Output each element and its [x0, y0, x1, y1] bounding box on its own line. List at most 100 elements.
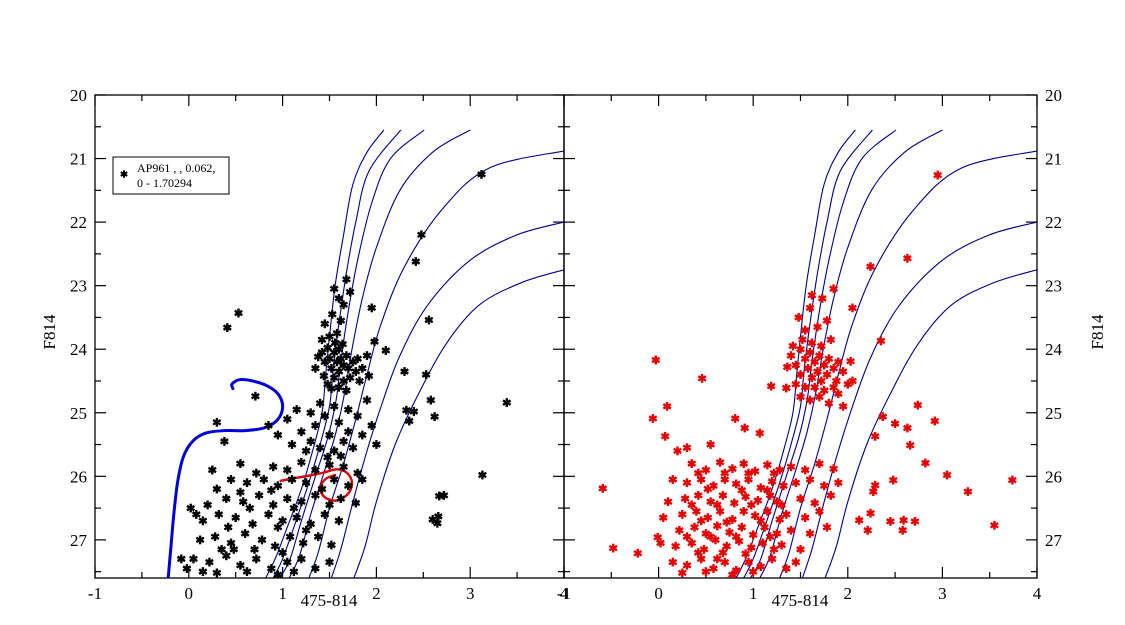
scatter-point [222, 322, 233, 334]
scatter-point [333, 365, 344, 378]
scatter-point [343, 426, 354, 438]
scatter-point [658, 511, 669, 524]
scatter-point [677, 508, 688, 521]
scatter-point [305, 407, 316, 419]
scatter-point [897, 524, 908, 536]
axis-ticks [563, 94, 1038, 578]
scatter-point [821, 521, 833, 533]
scatter-point [195, 534, 206, 546]
scatter-point [731, 478, 742, 490]
scatter-point [755, 482, 766, 494]
scatter-point [341, 384, 352, 397]
scatter-point [800, 464, 811, 476]
scatter-point [288, 502, 299, 514]
isochrone-curve [279, 129, 425, 578]
scatter-point [821, 369, 833, 381]
scatter-point [800, 511, 811, 524]
scatter-point [296, 456, 307, 468]
scatter-point [185, 502, 196, 514]
scatter-point [691, 505, 702, 517]
scatter-point [235, 458, 246, 470]
scatter-point [597, 482, 608, 494]
y-tick-label: 22 [1045, 213, 1062, 232]
scatter-point [712, 553, 723, 565]
scatter-point [667, 473, 678, 486]
y-tick-label: 22 [70, 213, 87, 232]
left-yaxis-label: F814 [40, 314, 59, 349]
legend-line1: AP961 , , 0.062, [137, 161, 215, 175]
scatter-point [819, 384, 830, 397]
scatter-point [477, 469, 488, 481]
scatter-point [862, 524, 873, 536]
scatter-point [774, 513, 785, 526]
scatter-point [766, 380, 777, 392]
scatter-point [268, 499, 279, 511]
scatter-point [333, 515, 344, 527]
scatter-point [429, 411, 440, 423]
scatter-point [258, 473, 269, 486]
scatter-point [800, 353, 811, 365]
scatter-point [213, 508, 224, 521]
scatter-point [870, 430, 881, 442]
scatter-point [347, 442, 359, 454]
scatter-point [717, 489, 728, 501]
scatter-point [708, 480, 719, 492]
scatter-point [319, 318, 330, 330]
scatter-point [225, 473, 237, 486]
scatter-point [804, 527, 816, 540]
scatter-point [833, 388, 844, 400]
scatter-point [315, 442, 326, 454]
scatter-point [795, 391, 806, 403]
scatter-point [719, 473, 730, 486]
scatter-point [778, 480, 789, 492]
scatter-point [338, 435, 349, 447]
y-tick-label: 20 [70, 86, 87, 105]
scatter-point [335, 450, 346, 462]
scatter-point [739, 422, 750, 434]
scatter-point [708, 562, 719, 575]
scatter-point [235, 559, 246, 571]
scatter-point [762, 459, 773, 471]
scatter-point [277, 515, 288, 527]
scatter-point [785, 350, 797, 362]
scatter-point [247, 518, 258, 530]
scatter-point [221, 550, 232, 562]
scatter-point [341, 350, 352, 362]
scatter-point [324, 499, 335, 511]
scatter-point [282, 493, 293, 505]
y-tick-label: 27 [70, 531, 88, 550]
scatter-point [270, 540, 281, 552]
y-tick-label: 25 [1045, 404, 1062, 423]
scatter-point [219, 435, 230, 447]
isochrone-curve [735, 129, 856, 578]
scatter-point [681, 531, 693, 543]
scatter-point [410, 255, 421, 268]
scatter-point [814, 391, 825, 403]
scatter-point [790, 556, 801, 568]
scatter-point [865, 507, 876, 519]
scatter-point [256, 534, 268, 546]
scatter-point [291, 404, 302, 416]
scatter-point [263, 508, 274, 521]
scatter-point [240, 527, 251, 540]
scatter-point [291, 511, 302, 524]
scatter-point [660, 430, 671, 442]
scatter-point [729, 497, 740, 509]
scatter-point [776, 539, 787, 551]
scatter-point [316, 334, 328, 346]
scatter-point [343, 404, 354, 416]
isochrone-curve [288, 129, 471, 578]
scatter-point [331, 327, 343, 339]
scatter-point [730, 412, 741, 425]
scatter-point [301, 445, 312, 457]
scatter-point [885, 515, 896, 528]
x-tick-label: 3 [466, 584, 475, 603]
legend-box: AP961 , , 0.062, 0 - 1.70294 [112, 156, 230, 195]
scatter-point [238, 496, 249, 508]
scatter-point [828, 362, 839, 374]
legend-border [112, 156, 230, 195]
scatter-point [282, 413, 293, 425]
scatter-point [296, 426, 307, 438]
scatter-point [188, 553, 199, 565]
